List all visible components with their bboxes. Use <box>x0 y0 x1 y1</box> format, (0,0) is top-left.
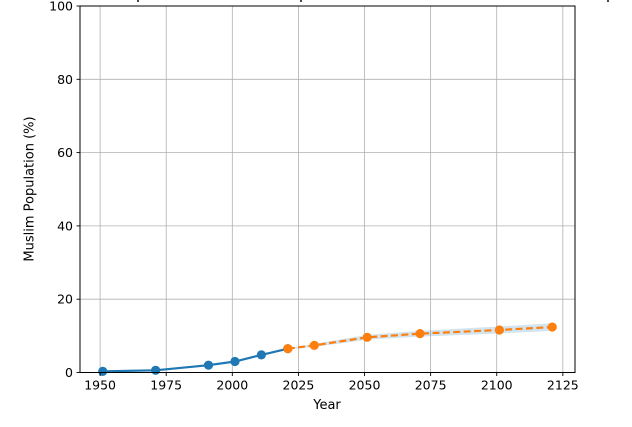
x-tick-label: 2025 <box>283 378 315 393</box>
plot-border <box>79 5 576 373</box>
historical-data-point <box>256 350 266 360</box>
y-tick-label: 80 <box>57 72 73 87</box>
y-tick-label: 60 <box>57 145 73 160</box>
historical-data-point <box>98 366 108 377</box>
x-tick-label: 1975 <box>150 378 182 393</box>
y-tick-label: 20 <box>57 292 73 307</box>
projection-data-point <box>362 332 372 342</box>
x-tick-label: 2000 <box>216 378 248 393</box>
x-tick-label: 2050 <box>349 378 381 393</box>
clipped-title-fragment <box>607 0 609 2</box>
projection-data-point <box>283 344 293 354</box>
y-tick-label: 40 <box>57 218 73 233</box>
projection-data-point <box>415 329 425 339</box>
clipped-title-fragment <box>137 0 139 2</box>
historical-data-point <box>230 356 240 367</box>
x-tick-label: 2075 <box>415 378 447 393</box>
x-tick-label: 2100 <box>481 378 513 393</box>
clipped-title-fragment <box>300 0 302 2</box>
y-tick-label: 100 <box>49 0 73 14</box>
historical-data-point <box>203 360 214 370</box>
projection-data-point <box>309 340 319 350</box>
y-tick-label: 0 <box>65 365 73 380</box>
projection-data-point <box>494 325 504 335</box>
x-axis-label: Year <box>313 398 341 413</box>
x-tick-label: 1950 <box>84 378 116 393</box>
x-tick-label: 2125 <box>547 378 579 393</box>
projection-data-point <box>547 322 557 332</box>
historical-data-point <box>151 365 161 375</box>
y-axis-label: Muslim Population (%) <box>22 116 38 262</box>
